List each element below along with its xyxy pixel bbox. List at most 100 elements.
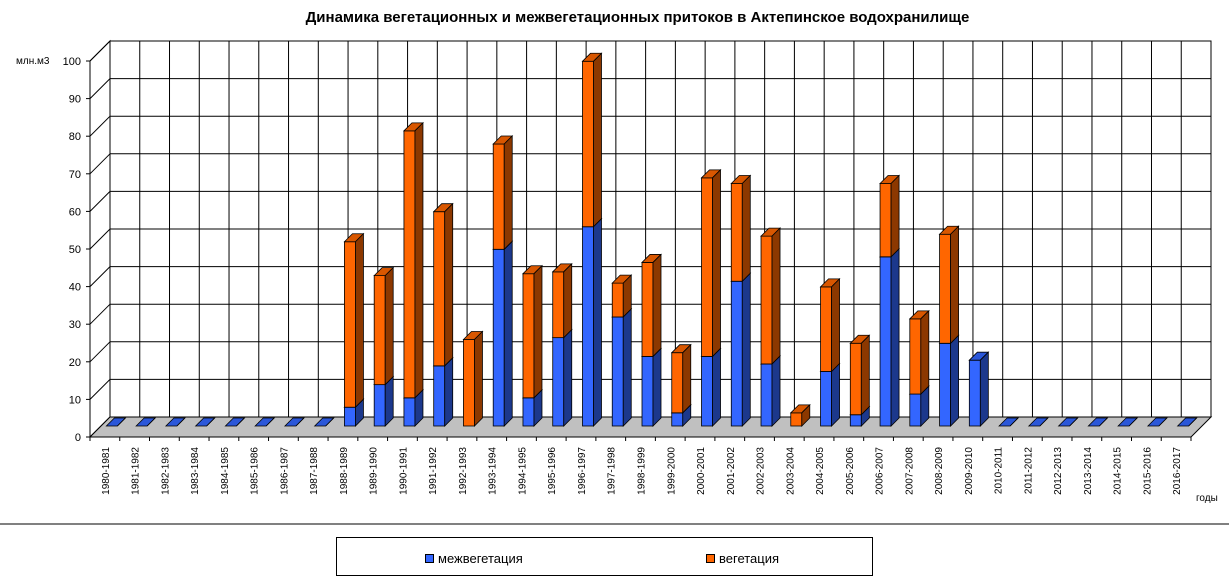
- y-tick-label: 30: [69, 319, 81, 331]
- bar-mezhvegetatsiya-1986-1987: [283, 417, 305, 427]
- x-tick-label: 2013-2014: [1083, 447, 1094, 495]
- x-tick-label: 1997-1998: [607, 447, 618, 495]
- gridline-side: [89, 40, 111, 62]
- bar-mezhvegetatsiya-1985-1986: [254, 417, 276, 427]
- x-tick-label: 1983-1984: [190, 447, 201, 495]
- x-tick-label: 2004-2005: [815, 447, 826, 495]
- x-tick-label: 2015-2016: [1142, 447, 1153, 495]
- x-tick-label: 2010-2011: [994, 447, 1005, 495]
- bar-mezhvegetatsiya-1998-1999: [641, 347, 662, 427]
- x-tick-label: 2006-2007: [875, 447, 886, 495]
- y-tick-label: 0: [75, 432, 81, 444]
- bar-vegetatsiya-1994-1995: [522, 264, 543, 399]
- bar-vegetatsiya-2002-2003: [760, 227, 781, 365]
- bar-vegetatsiya-1991-1992: [432, 202, 454, 367]
- bar-vegetatsiya-1995-1996: [551, 262, 573, 339]
- x-tick-label: 1981-1982: [131, 447, 142, 495]
- x-tick-label: 1987-1988: [309, 447, 320, 495]
- bar-vegetatsiya-1988-1989: [343, 232, 365, 409]
- y-tick-label: 40: [69, 282, 81, 294]
- x-tick-label: 2002-2003: [756, 447, 767, 495]
- y-tick-label: 80: [69, 131, 81, 143]
- x-tick-label: 1991-1992: [428, 447, 439, 495]
- bar-mezhvegetatsiya-1996-1997: [581, 217, 603, 427]
- x-tick-label: 1996-1997: [577, 447, 588, 495]
- bar-mezhvegetatsiya-1991-1992: [432, 356, 454, 427]
- bar-mezhvegetatsiya-2000-2001: [700, 347, 722, 427]
- x-tick-label: 1990-1991: [398, 447, 409, 495]
- bar-mezhvegetatsiya-2002-2003: [760, 354, 781, 427]
- x-tick-label: 1999-2000: [666, 447, 677, 495]
- gridline-side: [89, 379, 111, 400]
- legend-swatch-mezhvegetatsiya: [425, 554, 434, 563]
- x-tick-label: 2009-2010: [964, 447, 975, 495]
- bar-mezhvegetatsiya-2004-2005: [819, 362, 841, 427]
- gridline-side: [89, 341, 111, 363]
- bar-mezhvegetatsiya-2016-2017: [1176, 417, 1198, 427]
- bar-mezhvegetatsiya-1993-1994: [492, 240, 514, 427]
- x-tick-label: 1984-1985: [220, 447, 231, 495]
- bar-vegetatsiya-2008-2009: [938, 225, 960, 345]
- bar-mezhvegetatsiya-1981-1982: [135, 417, 157, 427]
- legend-swatch-vegetatsiya: [706, 554, 715, 563]
- x-tick-label: 2008-2009: [934, 447, 945, 495]
- bar-mezhvegetatsiya-1987-1988: [313, 417, 335, 427]
- bar-vegetatsiya-1998-1999: [641, 253, 662, 358]
- bar-mezhvegetatsiya-2009-2010: [968, 351, 990, 427]
- bar-mezhvegetatsiya-2010-2011: [998, 417, 1020, 427]
- gridline-side: [89, 115, 111, 137]
- y-tick-label: 70: [69, 169, 81, 181]
- bar-mezhvegetatsiya-2015-2016: [1146, 417, 1168, 427]
- bar-vegetatsiya-2001-2002: [730, 174, 752, 283]
- x-tick-label: 1988-1989: [339, 447, 350, 495]
- gridline-side: [89, 78, 111, 99]
- bar-vegetatsiya-1999-2000: [670, 343, 692, 414]
- x-tick-label: 1994-1995: [517, 447, 528, 495]
- bar-vegetatsiya-1993-1994: [492, 135, 514, 251]
- bar-vegetatsiya-1989-1990: [373, 266, 395, 386]
- y-tick-label: 50: [69, 244, 81, 256]
- legend-label-vegetatsiya: вегетация: [719, 551, 780, 566]
- x-tick-label: 1980-1981: [101, 447, 112, 495]
- bar-mezhvegetatsiya-2014-2015: [1117, 417, 1139, 427]
- y-tick-label: 60: [69, 206, 81, 218]
- bar-vegetatsiya-2003-2004: [789, 403, 811, 427]
- x-tick-label: 2016-2017: [1172, 447, 1183, 495]
- gridline-side: [89, 191, 111, 212]
- x-axis-title: годы: [1196, 493, 1218, 504]
- x-tick-label: 1982-1983: [160, 447, 171, 495]
- floor: [88, 416, 1213, 438]
- bar-vegetatsiya-2007-2008: [908, 309, 930, 396]
- x-tick-label: 2011-2012: [1023, 447, 1034, 495]
- bar-vegetatsiya-1997-1998: [611, 274, 633, 318]
- gridline-side: [89, 153, 111, 175]
- legend-item-vegetatsiya: вегетация: [706, 551, 779, 566]
- gridline-side: [89, 266, 111, 287]
- bar-vegetatsiya-2004-2005: [819, 277, 841, 373]
- x-tick-label: 1985-1986: [250, 447, 261, 495]
- legend-label-mezhvegetatsiya: межвегетация: [438, 551, 523, 566]
- y-axis-title: млн.м3: [16, 56, 50, 67]
- bar-mezhvegetatsiya-1995-1996: [551, 328, 573, 427]
- x-tick-label: 2007-2008: [904, 447, 915, 495]
- y-tick-label: 10: [69, 394, 81, 406]
- bar-mezhvegetatsiya-1980-1981: [105, 417, 127, 427]
- bar-mezhvegetatsiya-1984-1985: [224, 417, 246, 427]
- bar-mezhvegetatsiya-1982-1983: [164, 417, 186, 427]
- x-tick-label: 1992-1993: [458, 447, 469, 495]
- y-tick-label: 20: [69, 357, 81, 369]
- bar-vegetatsiya-1992-1993: [462, 330, 484, 427]
- x-tick-label: 2012-2013: [1053, 447, 1064, 495]
- x-tick-label: 1989-1990: [369, 447, 380, 495]
- x-tick-label: 1998-1999: [637, 447, 648, 495]
- bar-mezhvegetatsiya-2013-2014: [1087, 417, 1109, 427]
- bar-mezhvegetatsiya-2012-2013: [1057, 417, 1079, 427]
- gridline-side: [89, 228, 111, 250]
- bar-vegetatsiya-2006-2007: [879, 174, 901, 258]
- bar-vegetatsiya-1996-1997: [581, 52, 603, 228]
- legend: межвегетация вегетация: [336, 537, 873, 576]
- y-tick-label: 100: [63, 56, 81, 68]
- bar-mezhvegetatsiya-2011-2012: [1027, 417, 1049, 427]
- bar-mezhvegetatsiya-1997-1998: [611, 307, 633, 427]
